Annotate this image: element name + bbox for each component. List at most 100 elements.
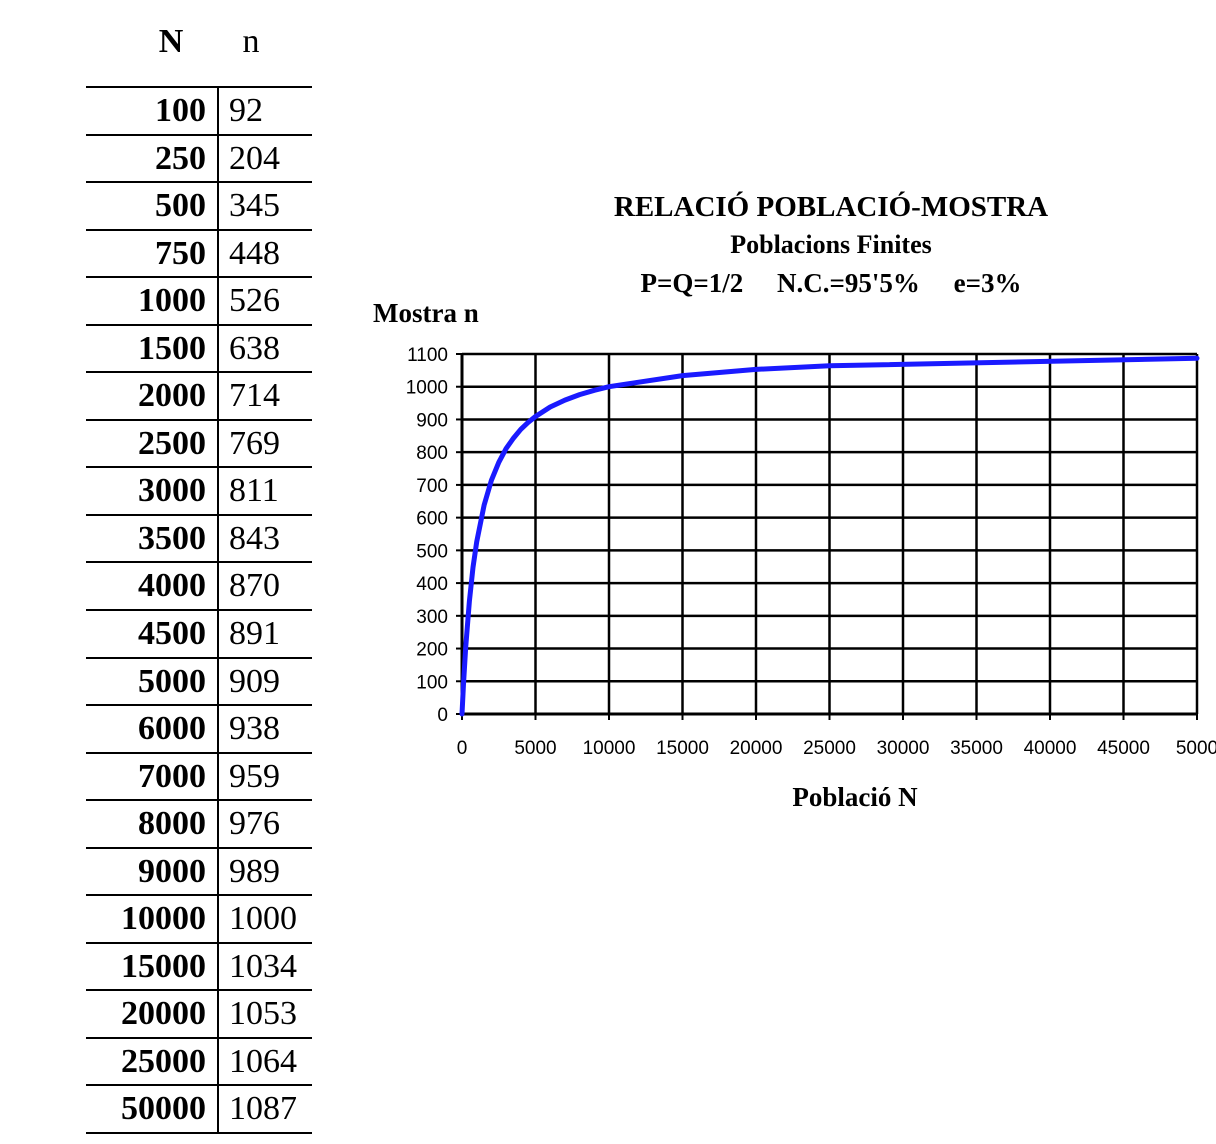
header-n: n <box>242 23 260 60</box>
x-tick-label: 5000 <box>514 738 556 759</box>
table-row: 100 92 <box>86 88 312 136</box>
cell-population: 9000 <box>138 852 206 890</box>
table-row: 9000 989 <box>86 848 312 897</box>
cell-population: 500 <box>155 187 206 225</box>
table-header: N n <box>86 20 312 88</box>
table-row: 50000 1087 <box>86 1086 312 1135</box>
table-row: 3500 843 <box>86 515 312 564</box>
cell-sample: 870 <box>217 563 280 610</box>
y-tick-label: 1000 <box>406 378 448 399</box>
series-line <box>459 355 1200 717</box>
table-row: 5000 909 <box>86 658 312 707</box>
table-row: 4500 891 <box>86 611 312 659</box>
y-tick-label: 1100 <box>407 345 448 366</box>
y-tick-label: 300 <box>416 607 448 628</box>
y-tick-label: 200 <box>416 640 448 661</box>
cell-sample: 448 <box>217 230 280 277</box>
table-row: 25000 1064 <box>86 1038 312 1087</box>
cell-sample: 1000 <box>217 896 297 942</box>
table-body: 100 92 250 204 500 345 750 448 1000 526 1500 638 200… <box>86 88 312 1135</box>
cell-population: 3000 <box>138 472 206 510</box>
table-row: 8000 976 <box>86 801 312 849</box>
cell-population: 10000 <box>121 900 206 938</box>
y-axis-label: Mostra n <box>373 298 479 328</box>
cell-sample: 345 <box>217 183 280 229</box>
y-tick-label: 100 <box>416 672 448 693</box>
cell-sample: 769 <box>217 420 280 467</box>
cell-population: 3500 <box>138 519 206 557</box>
table-row: 1000 526 <box>86 278 312 326</box>
x-tick-label: 40000 <box>1024 738 1077 759</box>
x-tick-label: 45000 <box>1097 738 1150 759</box>
table-row: 15000 1034 <box>86 943 312 992</box>
y-tick-label: 700 <box>416 476 448 497</box>
y-tick-label: 800 <box>416 443 448 464</box>
cell-population: 750 <box>155 234 206 272</box>
cell-population: 6000 <box>138 710 206 748</box>
cell-population: 1500 <box>138 329 206 367</box>
cell-sample: 811 <box>217 468 279 514</box>
table-row: 2500 769 <box>86 420 312 469</box>
chart-params: P=Q=1/2 N.C.=95'5% e=3% <box>640 268 1021 298</box>
x-tick-label: 0 <box>457 738 468 759</box>
table-row: 750 448 <box>86 230 312 279</box>
table-row: 4000 870 <box>86 563 312 612</box>
y-tick-label: 500 <box>416 541 448 562</box>
x-tick-label: 20000 <box>730 738 783 759</box>
table-row: 3000 811 <box>86 468 312 516</box>
cell-sample: 1064 <box>217 1038 297 1085</box>
cell-population: 2000 <box>138 377 206 415</box>
cell-sample: 891 <box>217 611 280 657</box>
plot-area: 0 100 200 300 400 500 600 700 800 900 1000 1100 0 500… <box>406 345 1216 759</box>
table-row: 20000 1053 <box>86 991 312 1039</box>
cell-population: 5000 <box>138 662 206 700</box>
y-tick-label: 900 <box>416 410 448 431</box>
chart-title: RELACIÓ POBLACIÓ-MOSTRA <box>614 190 1048 223</box>
cell-population: 25000 <box>121 1042 206 1080</box>
cell-sample: 909 <box>217 658 280 705</box>
cell-population: 20000 <box>121 995 206 1033</box>
population-sample-table: N n 100 92 250 204 500 345 750 448 1000 526 1500 63… <box>86 20 312 1135</box>
x-tick-label: 30000 <box>877 738 930 759</box>
cell-population: 2500 <box>138 424 206 462</box>
cell-sample: 526 <box>217 278 280 324</box>
cell-sample: 1087 <box>217 1086 297 1133</box>
cell-population: 4500 <box>138 615 206 653</box>
cell-population: 100 <box>155 92 206 129</box>
cell-population: 1000 <box>138 282 206 320</box>
cell-sample: 92 <box>217 88 263 134</box>
cell-sample: 976 <box>217 801 280 847</box>
cell-population: 8000 <box>138 805 206 843</box>
cell-population: 15000 <box>121 947 206 985</box>
table-row: 2000 714 <box>86 373 312 421</box>
x-tick-label: 10000 <box>583 738 636 759</box>
table-row: 6000 938 <box>86 706 312 754</box>
header-N: N <box>158 23 184 60</box>
chart-subtitle: Poblacions Finites <box>730 230 932 259</box>
table-row: 250 204 <box>86 135 312 184</box>
y-tick-label: 0 <box>437 705 448 726</box>
cell-population: 250 <box>155 139 206 177</box>
cell-population: 7000 <box>138 757 206 795</box>
x-tick-label: 15000 <box>656 738 709 759</box>
cell-sample: 714 <box>217 373 280 419</box>
cell-population: 50000 <box>121 1090 206 1128</box>
cell-sample: 989 <box>217 848 280 895</box>
x-tick-label: 35000 <box>950 738 1003 759</box>
cell-sample: 938 <box>217 706 280 752</box>
table-row: 10000 1000 <box>86 896 312 944</box>
x-tick-label: 5000 <box>1176 738 1216 759</box>
y-tick-label: 400 <box>416 574 448 595</box>
table-row: 7000 959 <box>86 753 312 802</box>
cell-population: 4000 <box>138 567 206 605</box>
x-axis-label: Població N <box>792 782 918 812</box>
x-tick-label: 25000 <box>803 738 856 759</box>
table-row: 500 345 <box>86 183 312 231</box>
cell-sample: 204 <box>217 135 280 182</box>
cell-sample: 1034 <box>217 943 297 990</box>
table-row: 1500 638 <box>86 325 312 374</box>
cell-sample: 843 <box>217 515 280 562</box>
cell-sample: 959 <box>217 753 280 800</box>
y-tick-label: 600 <box>416 509 448 530</box>
